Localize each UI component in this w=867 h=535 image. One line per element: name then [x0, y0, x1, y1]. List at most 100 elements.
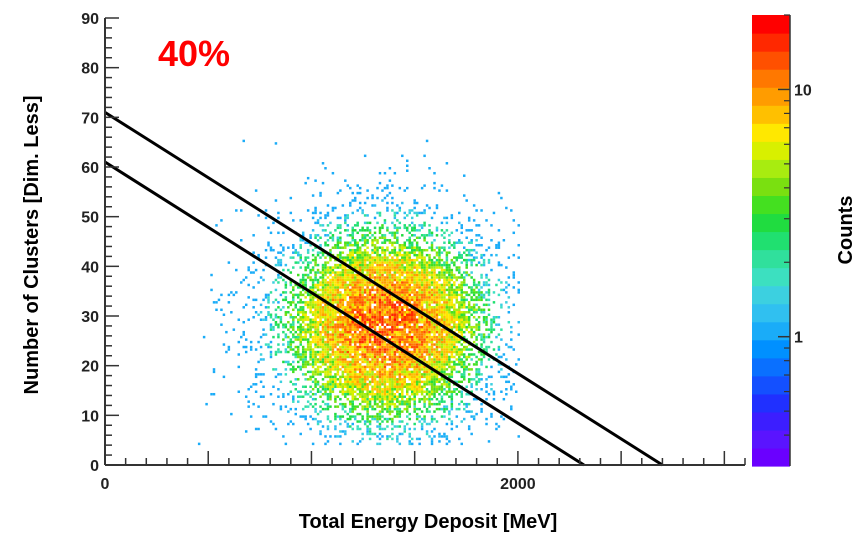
heatmap-cell — [282, 330, 285, 334]
heatmap-cell — [413, 422, 416, 426]
heatmap-cell — [475, 360, 478, 364]
heatmap-cell — [329, 370, 332, 374]
heatmap-cell — [306, 370, 310, 374]
heatmap-cell — [462, 345, 466, 349]
heatmap-cell — [331, 343, 335, 346]
heatmap-cell — [453, 340, 456, 344]
heatmap-cell — [450, 405, 454, 408]
heatmap-cell — [465, 306, 468, 309]
heatmap-cell — [329, 296, 332, 299]
heatmap-cell — [435, 311, 439, 314]
heatmap-cell — [311, 355, 315, 359]
heatmap-cell — [361, 281, 364, 284]
heatmap-cell — [373, 368, 377, 371]
heatmap-cell — [230, 291, 233, 294]
heatmap-cell — [465, 266, 468, 269]
heatmap-cell — [482, 258, 486, 262]
heatmap-cell — [309, 402, 312, 406]
heatmap-cell — [227, 293, 231, 297]
heatmap-cell — [450, 243, 454, 247]
heatmap-cell — [430, 281, 434, 284]
heatmap-cell — [448, 320, 451, 324]
heatmap-cell — [262, 328, 265, 331]
heatmap-cell — [448, 323, 451, 326]
heatmap-cell — [458, 306, 461, 309]
heatmap-cell — [477, 308, 481, 312]
heatmap-cell — [415, 383, 419, 386]
heatmap-cell — [388, 288, 392, 292]
heatmap-cell — [299, 306, 302, 309]
heatmap-cell — [368, 383, 372, 386]
heatmap-cell — [386, 370, 389, 374]
heatmap-cell — [391, 318, 394, 321]
heatmap-cell — [415, 276, 419, 279]
heatmap-cell — [418, 330, 421, 334]
heatmap-cell — [353, 378, 357, 381]
heatmap-cell — [500, 355, 503, 359]
heatmap-cell — [316, 219, 320, 222]
heatmap-cell — [403, 226, 407, 230]
heatmap-cell — [438, 340, 441, 344]
heatmap-cell — [252, 251, 255, 254]
heatmap-cell — [378, 301, 382, 304]
heatmap-cell — [334, 281, 337, 284]
heatmap-cell — [440, 318, 444, 321]
heatmap-cell — [475, 283, 478, 287]
heatmap-cell — [410, 370, 414, 374]
heatmap-cell — [393, 263, 397, 267]
heatmap-cell — [292, 395, 295, 398]
heatmap-cell — [363, 251, 367, 254]
heatmap-cell — [351, 283, 354, 287]
heatmap-cell — [349, 248, 352, 252]
heatmap-cell — [413, 328, 416, 331]
heatmap-cell — [371, 261, 374, 264]
heatmap-cell — [366, 303, 369, 307]
heatmap-cell — [440, 273, 444, 277]
heatmap-cell — [403, 365, 407, 369]
heatmap-cell — [445, 435, 449, 438]
heatmap-cell — [272, 318, 275, 321]
heatmap-cell — [435, 318, 439, 321]
heatmap-cell — [413, 397, 416, 401]
heatmap-cell — [363, 313, 367, 316]
heatmap-cell — [420, 296, 424, 299]
heatmap-cell — [386, 420, 389, 423]
heatmap-cell — [490, 330, 493, 334]
heatmap-cell — [344, 335, 347, 339]
heatmap-cell — [324, 360, 327, 364]
heatmap-cell — [408, 241, 411, 244]
heatmap-cell — [487, 291, 491, 294]
heatmap-cell — [386, 313, 389, 316]
heatmap-cell — [339, 313, 342, 316]
heatmap-cell — [371, 323, 374, 326]
heatmap-cell — [403, 303, 407, 307]
heatmap-cell — [396, 231, 399, 235]
heatmap-cell — [339, 298, 342, 302]
heatmap-cell — [376, 281, 379, 284]
heatmap-cell — [450, 258, 454, 262]
heatmap-cell — [423, 348, 426, 351]
heatmap-cell — [391, 330, 394, 334]
heatmap-cell — [353, 328, 357, 331]
heatmap-cell — [420, 335, 424, 339]
heatmap-cell — [314, 318, 317, 321]
heatmap-cell — [299, 243, 302, 247]
heatmap-cell — [341, 328, 345, 331]
heatmap-cell — [326, 417, 330, 421]
heatmap-cell — [418, 365, 421, 369]
heatmap-cell — [353, 363, 357, 366]
heatmap-cell — [319, 353, 322, 356]
heatmap-cell — [472, 303, 476, 307]
heatmap-cell — [425, 301, 429, 304]
heatmap-cell — [373, 325, 377, 329]
heatmap-cell — [448, 410, 451, 413]
heatmap-cell — [391, 301, 394, 304]
heatmap-cell — [334, 206, 337, 210]
heatmap-cell — [430, 343, 434, 346]
heatmap-cell — [413, 303, 416, 307]
heatmap-cell — [319, 243, 322, 247]
heatmap-cell — [269, 246, 273, 249]
heatmap-cell — [306, 266, 310, 269]
heatmap-cell — [391, 375, 394, 379]
heatmap-cell — [289, 211, 293, 215]
